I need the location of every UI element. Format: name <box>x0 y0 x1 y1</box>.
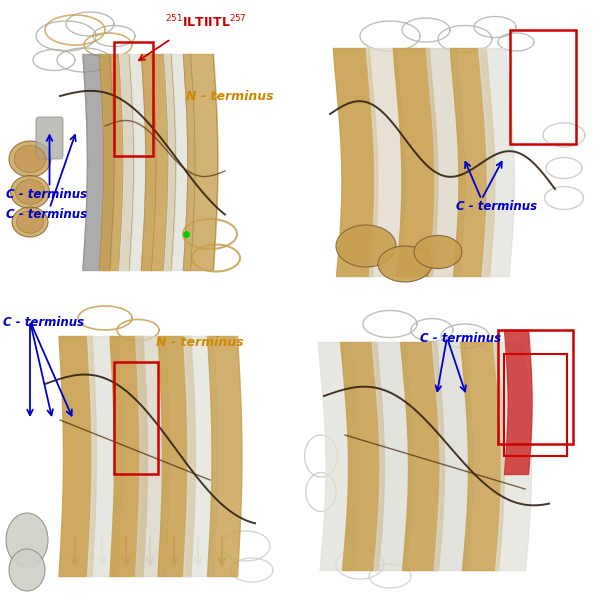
Ellipse shape <box>9 549 45 591</box>
Ellipse shape <box>16 179 44 205</box>
Ellipse shape <box>17 211 44 233</box>
Bar <box>114 361 157 474</box>
Ellipse shape <box>336 225 396 267</box>
Bar <box>510 30 576 144</box>
FancyBboxPatch shape <box>36 117 63 159</box>
Text: C - terminus: C - terminus <box>420 331 501 344</box>
Ellipse shape <box>6 513 48 567</box>
Ellipse shape <box>414 235 462 269</box>
Text: N - terminus: N - terminus <box>186 90 274 103</box>
Text: C - terminus: C - terminus <box>3 317 84 329</box>
Bar <box>114 42 153 156</box>
Text: C - terminus: C - terminus <box>456 199 537 212</box>
Ellipse shape <box>11 175 49 208</box>
Ellipse shape <box>14 145 46 173</box>
Text: C - terminus: C - terminus <box>6 187 87 200</box>
Text: C - terminus: C - terminus <box>6 208 87 221</box>
Text: $^{251}$ILTIITL$^{257}$: $^{251}$ILTIITL$^{257}$ <box>165 13 247 30</box>
Ellipse shape <box>378 246 432 282</box>
Bar <box>504 354 567 456</box>
Ellipse shape <box>9 141 51 177</box>
Ellipse shape <box>12 207 48 237</box>
Bar <box>498 330 573 444</box>
Text: N - terminus: N - terminus <box>156 336 244 349</box>
